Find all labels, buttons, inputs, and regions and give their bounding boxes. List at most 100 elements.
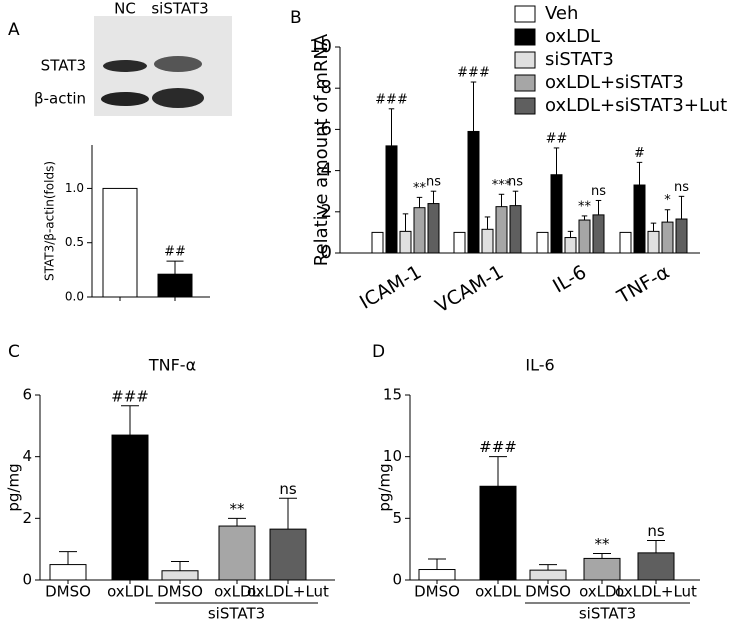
significance-label: ### — [457, 66, 490, 81]
bar — [413, 207, 426, 254]
significance-label: ns — [674, 180, 689, 195]
significance-label: *** — [492, 178, 512, 193]
significance-label: ** — [595, 535, 611, 553]
significance-label: ** — [578, 199, 592, 214]
y-tick-label: 0.0 — [65, 290, 84, 304]
y-tick-label: 0 — [392, 571, 402, 589]
legend-label: siSTAT3 — [545, 49, 614, 70]
blot-band — [101, 92, 149, 106]
significance-label: # — [634, 146, 645, 161]
blot-row-label: STAT3 — [41, 57, 86, 75]
legend-label: oxLDL+siSTAT3 — [545, 72, 684, 93]
bar — [479, 485, 517, 581]
significance-label: ### — [375, 92, 408, 107]
significance-label: ### — [111, 387, 149, 405]
y-tick-label: 10 — [383, 447, 402, 465]
blot-band — [152, 88, 204, 108]
panel-label: B — [290, 8, 302, 28]
bar — [418, 569, 456, 581]
legend-swatch — [514, 97, 536, 115]
y-tick-label: 4 — [22, 447, 32, 465]
bar — [619, 231, 632, 254]
bar — [536, 231, 549, 254]
y-tick-label: 6 — [321, 118, 332, 139]
y-tick-label: 0.5 — [65, 235, 84, 249]
significance-label: * — [664, 193, 671, 208]
significance-label: ** — [413, 181, 427, 196]
x-tick-label: oxLDL — [214, 583, 261, 601]
x-tick-label: DMSO — [157, 583, 203, 601]
panel-label: C — [8, 342, 20, 362]
bar — [467, 130, 480, 254]
y-tick-label: 6 — [22, 386, 32, 404]
y-tick-label: 0 — [321, 242, 332, 263]
x-tick-label: oxLDL+Lut — [615, 583, 697, 601]
bar — [509, 205, 522, 254]
group-label: siSTAT3 — [579, 605, 636, 623]
legend-label: oxLDL+siSTAT3+Lut — [545, 95, 727, 116]
bar — [453, 231, 466, 254]
x-tick-label: oxLDL — [475, 583, 522, 601]
panel-label: D — [372, 342, 385, 362]
y-axis-label: STAT3/β-actin(folds) — [43, 161, 57, 281]
bar — [399, 230, 412, 254]
x-tick-label: IL-6 — [549, 261, 590, 297]
blot-lane-label: NC — [114, 0, 136, 18]
group-label: siSTAT3 — [208, 605, 265, 623]
bar — [592, 214, 605, 254]
y-tick-label: 10 — [309, 36, 332, 57]
x-tick-label: VCAM-1 — [432, 261, 508, 317]
y-tick-label: 1.0 — [65, 181, 84, 195]
bar — [161, 570, 199, 581]
y-tick-label: 8 — [321, 77, 332, 98]
bar — [102, 187, 138, 298]
significance-label: ## — [546, 131, 568, 146]
y-axis-label: pg/mg — [376, 463, 394, 511]
bar — [661, 221, 674, 254]
bar — [550, 174, 563, 254]
bar — [157, 273, 193, 298]
bar — [218, 525, 256, 581]
blot-band — [103, 60, 147, 72]
chart-title: IL-6 — [525, 356, 554, 375]
bar — [633, 184, 646, 254]
bar — [111, 434, 149, 581]
significance-label: ns — [591, 184, 606, 199]
bar — [481, 228, 494, 254]
bar — [371, 231, 384, 254]
x-tick-label: oxLDL — [579, 583, 626, 601]
bar — [49, 564, 87, 581]
legend-swatch — [514, 74, 536, 92]
x-tick-label: ICAM-1 — [356, 261, 425, 314]
y-axis-label: Relative amount of mRNA — [311, 33, 332, 266]
bar — [269, 528, 307, 581]
significance-label: ns — [426, 175, 441, 190]
legend-swatch — [514, 5, 536, 23]
significance-label: ns — [508, 175, 523, 190]
legend-swatch — [514, 28, 536, 46]
bar — [385, 145, 398, 254]
legend-swatch — [514, 51, 536, 69]
blot-lane-label: siSTAT3 — [151, 0, 208, 18]
bar — [583, 557, 621, 581]
bar — [564, 237, 577, 254]
x-tick-label: DMSO — [414, 583, 460, 601]
x-tick-label: DMSO — [45, 583, 91, 601]
y-tick-label: 15 — [383, 386, 402, 404]
y-axis-label: pg/mg — [5, 463, 23, 511]
blot-row-label: β-actin — [34, 90, 86, 108]
bar — [675, 218, 688, 254]
significance-label: ## — [164, 245, 186, 260]
x-tick-label: oxLDL+Lut — [247, 583, 329, 601]
x-tick-label: DMSO — [525, 583, 571, 601]
legend-label: Veh — [545, 3, 578, 24]
significance-label: ### — [479, 438, 517, 456]
bar — [427, 203, 440, 254]
y-tick-label: 2 — [321, 201, 332, 222]
blot-band — [154, 56, 202, 72]
bar — [495, 206, 508, 254]
y-tick-label: 0 — [22, 571, 32, 589]
bar — [578, 219, 591, 254]
y-tick-label: 2 — [22, 509, 32, 527]
